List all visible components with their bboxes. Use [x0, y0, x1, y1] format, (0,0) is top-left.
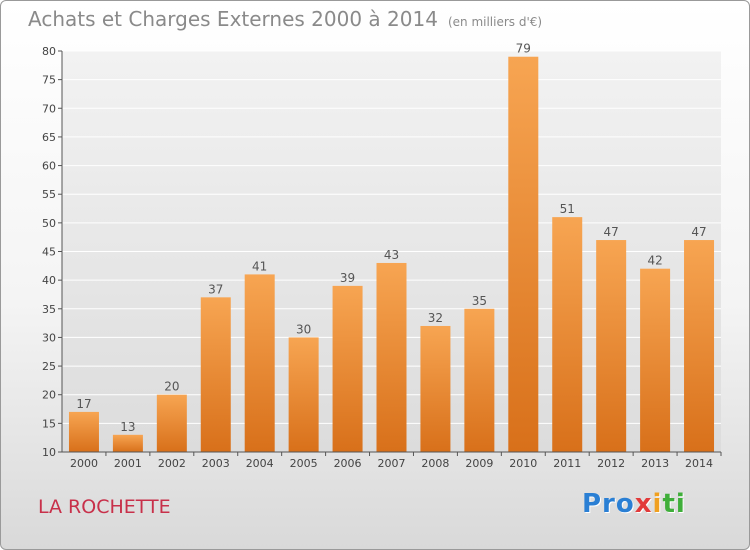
data-label: 47	[691, 225, 706, 239]
x-tick-label: 2012	[597, 457, 625, 470]
y-tick-label: 20	[42, 389, 56, 402]
y-tick-labels: 10 15 20 25 30 35 40 45 50 55 60 65 70 75 80	[42, 45, 62, 459]
y-tick-label: 35	[42, 303, 56, 316]
x-tick-label: 2014	[685, 457, 713, 470]
bar-2004	[244, 274, 275, 452]
bars	[68, 56, 715, 452]
x-tick-label: 2000	[70, 457, 98, 470]
data-label: 32	[428, 311, 443, 325]
bar-2013	[640, 268, 671, 452]
data-label: 79	[516, 42, 531, 56]
data-label: 41	[252, 259, 267, 273]
y-tick-label: 40	[42, 274, 56, 287]
data-label: 39	[340, 271, 355, 285]
data-labels: 17 13 20 37 41 30 39 43 32 35 79 51 47 42 47	[76, 42, 706, 434]
x-tick-label: 2005	[290, 457, 318, 470]
proxiti-logo: Proxiti	[582, 489, 686, 519]
y-tick-label: 75	[42, 74, 56, 87]
data-label: 47	[604, 225, 619, 239]
data-label: 17	[76, 397, 91, 411]
y-tick-label: 60	[42, 160, 56, 173]
y-tick-label: 10	[42, 446, 56, 459]
bar-2003	[200, 297, 231, 452]
y-tick-label: 15	[42, 417, 56, 430]
y-tick-label: 70	[42, 102, 56, 115]
bar-2000	[68, 411, 99, 452]
bar-2001	[112, 434, 143, 452]
x-tick-label: 2011	[553, 457, 581, 470]
bar-2007	[376, 262, 407, 452]
x-tick-label: 2009	[465, 457, 493, 470]
y-tick-label: 65	[42, 131, 56, 144]
data-label: 51	[560, 202, 575, 216]
y-tick-label: 30	[42, 331, 56, 344]
x-tick-labels: 2000 2001 2002 2003 2004 2005 2006 2007 2008 2009…	[70, 452, 722, 470]
chart-subtitle: (en milliers d'€)	[447, 15, 543, 29]
bar-2008	[420, 325, 451, 452]
x-tick-label: 2007	[378, 457, 406, 470]
data-label: 43	[384, 248, 399, 262]
bar-2010	[508, 56, 539, 452]
chart-title-text: Achats et Charges Externes 2000 à 2014	[28, 7, 438, 31]
bar-2011	[552, 217, 583, 452]
logo-part-3: i	[652, 489, 663, 519]
city-name: LA ROCHETTE	[38, 496, 171, 518]
data-label: 30	[296, 322, 311, 336]
x-tick-label: 2006	[334, 457, 362, 470]
y-tick-label: 50	[42, 217, 56, 230]
logo-part-2: x	[634, 489, 653, 519]
logo-part-1: Pro	[582, 489, 635, 519]
x-tick-label: 2008	[421, 457, 449, 470]
bar-2012	[596, 240, 627, 452]
logo-part-4: ti	[662, 489, 686, 519]
chart-title: Achats et Charges Externes 2000 à 2014 (e…	[28, 7, 542, 31]
x-tick-label: 2013	[641, 457, 669, 470]
x-tick-label: 2003	[202, 457, 230, 470]
bar-2014	[684, 240, 715, 452]
data-label: 20	[164, 380, 179, 394]
bar-2005	[288, 337, 319, 452]
data-label: 13	[120, 420, 135, 434]
bar-2002	[156, 394, 187, 452]
data-label: 42	[647, 254, 662, 268]
x-tick-label: 2002	[158, 457, 186, 470]
data-label: 37	[208, 282, 223, 296]
bar-2006	[332, 285, 363, 452]
y-tick-label: 25	[42, 360, 56, 373]
y-tick-label: 55	[42, 188, 56, 201]
y-tick-label: 45	[42, 246, 56, 259]
y-tick-label: 80	[42, 45, 56, 58]
bar-2009	[464, 308, 495, 452]
x-tick-label: 2010	[509, 457, 537, 470]
x-tick-label: 2004	[246, 457, 274, 470]
x-tick-label: 2001	[114, 457, 142, 470]
data-label: 35	[472, 294, 487, 308]
